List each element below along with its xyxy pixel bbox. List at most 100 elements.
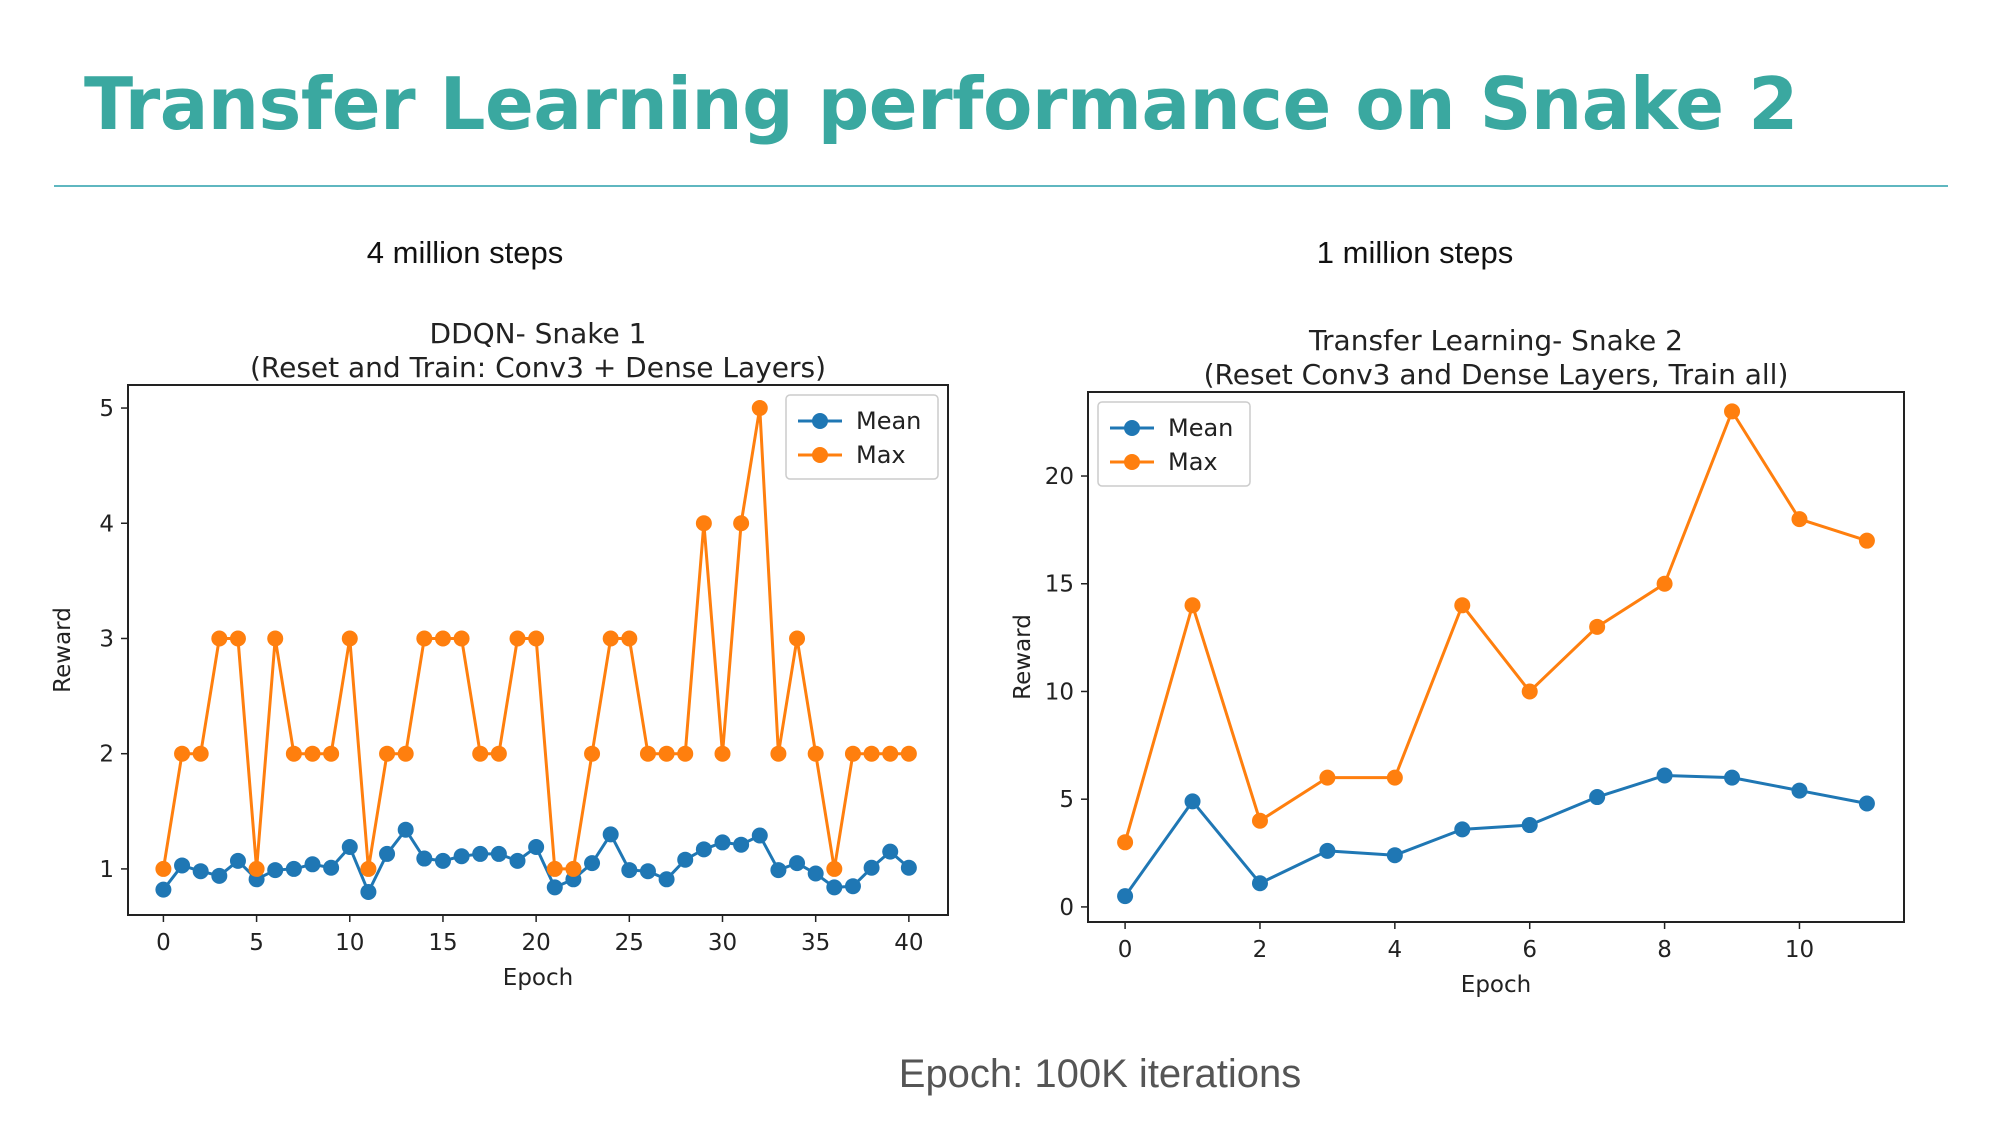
data-point-mean	[360, 883, 377, 900]
data-point-mean	[695, 841, 712, 858]
data-point-mean	[174, 857, 191, 874]
data-point-max	[639, 745, 656, 762]
data-point-mean	[192, 863, 209, 880]
y-tick-label: 10	[1045, 679, 1074, 705]
plot-area-frame	[127, 384, 949, 916]
x-tick-label: 4	[1388, 937, 1403, 963]
data-point-mean	[211, 867, 228, 884]
data-point-mean	[584, 855, 601, 872]
data-point-max	[211, 630, 228, 647]
data-point-max	[509, 630, 526, 647]
legend-label: Max	[856, 441, 906, 469]
data-point-mean	[826, 879, 843, 896]
y-tick-label: 3	[99, 626, 114, 652]
data-point-mean	[379, 845, 396, 862]
y-tick-label: 4	[99, 511, 114, 537]
data-point-mean	[304, 856, 321, 873]
data-point-mean	[863, 859, 880, 876]
data-point-mean	[1589, 789, 1606, 806]
x-tick-label: 35	[801, 930, 830, 956]
data-point-mean	[639, 863, 656, 880]
data-point-mean	[434, 852, 451, 869]
series-line-mean	[1123, 773, 1868, 898]
data-point-max	[1386, 769, 1403, 786]
data-point-max	[1724, 403, 1741, 420]
data-point-mean	[882, 843, 899, 860]
data-point-mean	[1521, 817, 1538, 834]
series-line-max	[1123, 409, 1868, 843]
data-point-mean	[155, 881, 172, 898]
data-point-max	[1589, 618, 1606, 635]
legend-swatch-marker	[1124, 454, 1140, 470]
data-point-mean	[1319, 842, 1336, 859]
transfer-snake2-chart: Transfer Learning- Snake 2(Reset Conv3 a…	[1010, 324, 1905, 998]
data-point-max	[770, 745, 787, 762]
x-tick-label: 20	[521, 930, 550, 956]
data-point-max	[360, 860, 377, 877]
x-tick-label: 15	[428, 930, 457, 956]
right-chart-caption: 1 million steps	[1316, 235, 1514, 270]
data-point-max	[416, 630, 433, 647]
slide-title: Transfer Learning performance on Snake 2	[84, 62, 1798, 146]
data-point-mean	[751, 827, 768, 844]
data-point-mean	[397, 821, 414, 838]
data-point-mean	[453, 848, 470, 865]
data-point-mean	[807, 865, 824, 882]
data-point-max	[174, 745, 191, 762]
data-point-mean	[621, 862, 638, 879]
data-point-mean	[472, 845, 489, 862]
data-point-max	[695, 515, 712, 532]
data-point-mean	[844, 878, 861, 895]
y-tick-label: 5	[1059, 787, 1074, 813]
data-point-max	[1319, 769, 1336, 786]
chart-title: DDQN- Snake 1	[430, 317, 647, 350]
data-point-max	[1858, 532, 1875, 549]
data-point-mean	[789, 855, 806, 872]
x-tick-label: 5	[249, 930, 264, 956]
data-point-mean	[714, 834, 731, 851]
data-point-mean	[602, 826, 619, 843]
data-point-mean	[267, 862, 284, 879]
data-point-max	[304, 745, 321, 762]
data-point-max	[285, 745, 302, 762]
footer-note: Epoch: 100K iterations	[898, 1052, 1302, 1096]
data-point-max	[658, 745, 675, 762]
data-point-mean	[1251, 875, 1268, 892]
data-point-max	[1656, 575, 1673, 592]
x-tick-label: 40	[894, 930, 923, 956]
data-point-max	[1184, 597, 1201, 614]
legend-swatch-marker	[812, 447, 828, 463]
title-divider	[54, 185, 1948, 187]
data-point-max	[882, 745, 899, 762]
data-point-max	[863, 745, 880, 762]
data-point-max	[229, 630, 246, 647]
legend-swatch-marker	[1124, 420, 1140, 436]
x-tick-label: 10	[335, 930, 364, 956]
chart-subtitle: (Reset and Train: Conv3 + Dense Layers)	[250, 351, 826, 384]
data-point-max	[267, 630, 284, 647]
data-point-max	[677, 745, 694, 762]
ddqn-snake1-chart: DDQN- Snake 1(Reset and Train: Conv3 + D…	[50, 317, 949, 991]
x-tick-label: 30	[708, 930, 737, 956]
y-axis-label: Reward	[1010, 614, 1036, 700]
data-point-max	[528, 630, 545, 647]
data-point-mean	[323, 859, 340, 876]
data-point-mean	[490, 845, 507, 862]
left-chart-caption: 4 million steps	[366, 235, 564, 270]
data-point-max	[1117, 834, 1134, 851]
data-point-max	[546, 860, 563, 877]
legend-swatch-marker	[812, 413, 828, 429]
data-point-mean	[341, 839, 358, 856]
data-point-max	[1251, 812, 1268, 829]
x-tick-label: 25	[615, 930, 644, 956]
data-point-max	[826, 860, 843, 877]
data-point-mean	[658, 871, 675, 888]
data-point-max	[155, 860, 172, 877]
data-point-max	[248, 860, 265, 877]
data-point-max	[490, 745, 507, 762]
data-point-max	[341, 630, 358, 647]
y-tick-label: 5	[99, 396, 114, 422]
x-tick-label: 2	[1253, 937, 1268, 963]
data-point-max	[584, 745, 601, 762]
data-point-max	[434, 630, 451, 647]
